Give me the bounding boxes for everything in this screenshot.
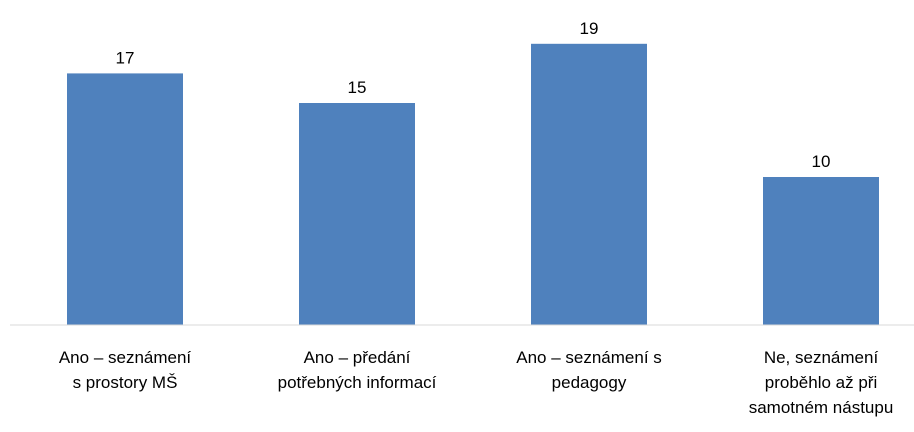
- data-label: 19: [580, 19, 599, 38]
- x-tick-label: potřebných informací: [278, 373, 437, 392]
- bar: [67, 73, 183, 326]
- x-tick-label: Ano – seznámení s: [516, 348, 662, 367]
- x-tick-label: Ano – předání: [304, 348, 411, 367]
- bar: [763, 177, 879, 325]
- x-tick-label: Ano – seznámení: [59, 348, 192, 367]
- data-label: 10: [812, 152, 831, 171]
- data-label: 17: [116, 48, 135, 67]
- x-tick-label: pedagogy: [552, 373, 627, 392]
- x-tick-label: proběhlo až při: [765, 373, 877, 392]
- x-tick-label: Ne, seznámení: [764, 348, 879, 367]
- data-label: 15: [348, 78, 367, 97]
- x-tick-label: s prostory MŠ: [73, 373, 178, 392]
- bar: [531, 43, 647, 326]
- bar: [299, 103, 415, 325]
- x-tick-label: samotném nástupu: [749, 398, 894, 417]
